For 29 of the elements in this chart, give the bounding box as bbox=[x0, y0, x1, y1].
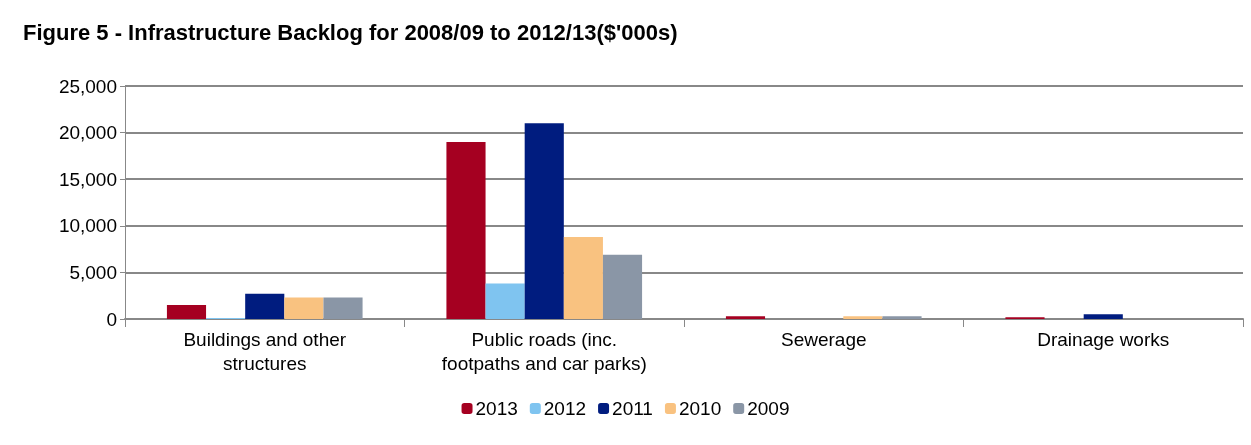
bar bbox=[843, 316, 883, 319]
y-tick-label: 5,000 bbox=[69, 261, 117, 283]
bar bbox=[1083, 314, 1123, 319]
bar bbox=[245, 293, 285, 319]
bar bbox=[725, 316, 766, 319]
x-tick-label: Buildings and other structures bbox=[183, 328, 347, 374]
bar bbox=[446, 141, 486, 319]
y-tick-label: 15,000 bbox=[58, 168, 117, 190]
legend-label: 2012 bbox=[543, 398, 587, 419]
y-tick-label: 20,000 bbox=[58, 122, 117, 144]
y-tick-label: 10,000 bbox=[58, 215, 117, 237]
legend-label: 2009 bbox=[747, 398, 790, 419]
bar bbox=[882, 316, 922, 319]
x-tick-label: Public roads (inc. footpaths and car parks) bbox=[441, 328, 647, 374]
bar bbox=[524, 123, 564, 319]
legend-label: 2013 bbox=[475, 398, 518, 419]
bar bbox=[284, 297, 324, 319]
y-tick-label: 25,000 bbox=[58, 75, 117, 97]
legend-label: 2010 bbox=[678, 398, 722, 419]
x-tick-label: Sewerage bbox=[780, 328, 867, 350]
bar bbox=[323, 297, 363, 319]
legend-label: 2011 bbox=[612, 398, 653, 419]
bar bbox=[166, 305, 207, 319]
bar bbox=[563, 236, 603, 319]
bar bbox=[485, 283, 525, 319]
x-tick-label: Drainage works bbox=[1037, 328, 1170, 350]
y-tick-label: 0 bbox=[106, 308, 117, 330]
chart-title: Figure 5 - Infrastructure Backlog for 2008/09 to 2012/13($'000s) bbox=[23, 19, 678, 45]
bar bbox=[602, 254, 643, 319]
